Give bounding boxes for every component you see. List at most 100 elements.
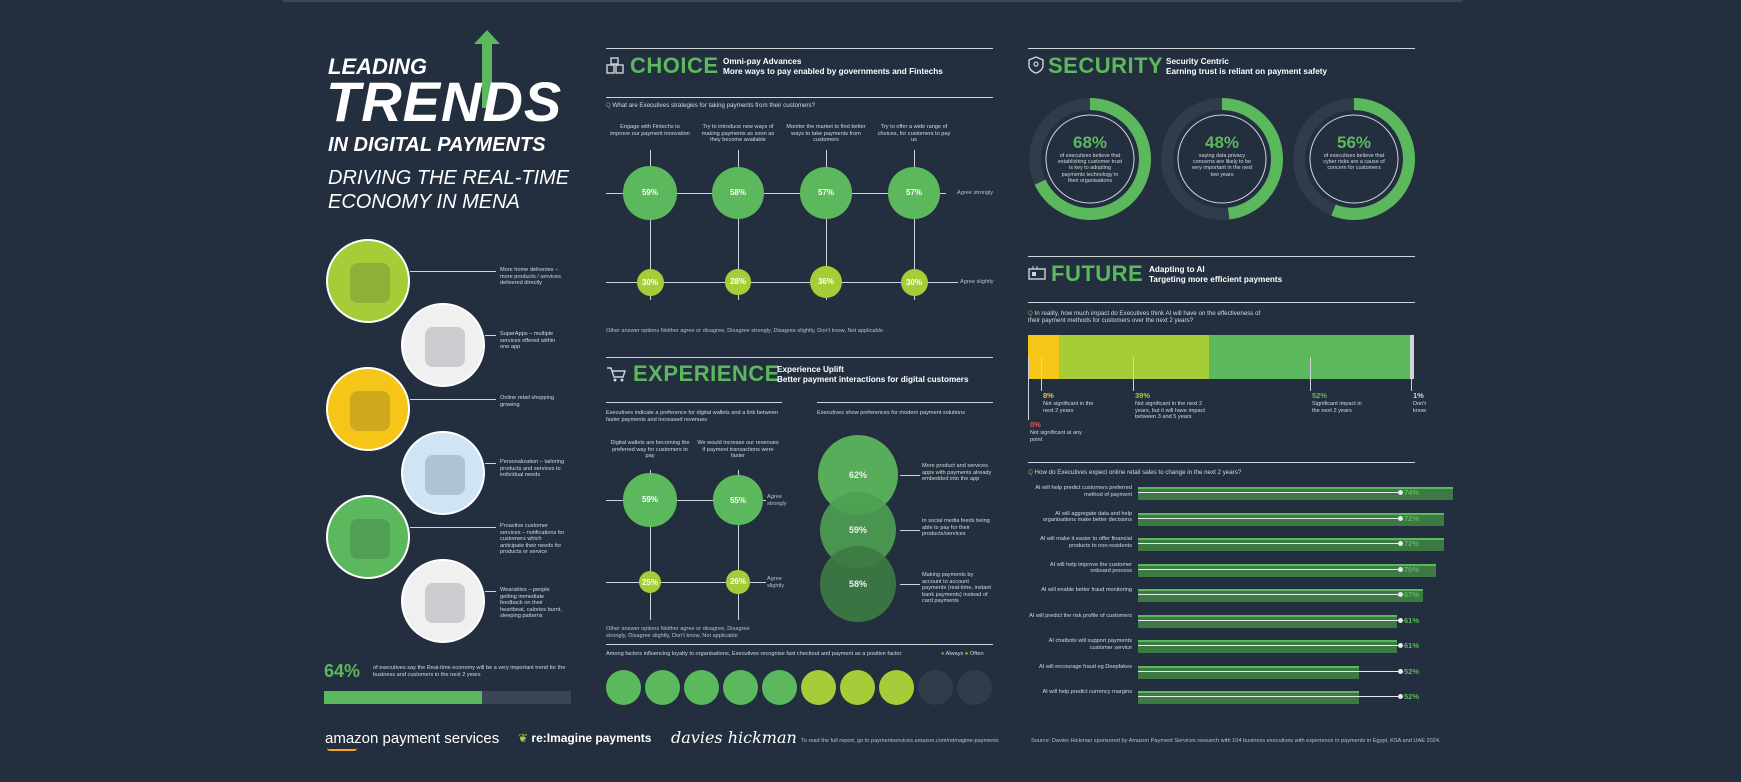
stacked-bar-value: 52% xyxy=(1312,391,1328,400)
stacked-bar-tick xyxy=(1041,357,1042,391)
stat-64-text: of executives say the Real-time economy … xyxy=(373,665,566,678)
hero-subtitle-line2: ECONOMY IN MENA xyxy=(328,191,520,213)
choice-mid-rule xyxy=(606,97,993,98)
choice-row-slight-label: Agree slightly xyxy=(960,279,994,285)
security-ring-text: of executives believe that cyber risks a… xyxy=(1323,153,1385,172)
security-ring-value: 68% xyxy=(1072,133,1108,152)
ai-bar-dot xyxy=(1398,668,1403,674)
choice-top-rule xyxy=(606,48,993,49)
ai-bar-category: AI will encourage fraud eg Deepfakes xyxy=(1039,663,1132,670)
choice-subtitle: Omni-pay Advances More ways to pay enabl… xyxy=(723,57,943,77)
ai-bar xyxy=(1138,614,1398,628)
experience-bubble-strong: 55% xyxy=(713,475,763,525)
hero-title-line1: LEADING xyxy=(328,54,427,79)
stacked-bar-tick xyxy=(1310,357,1311,391)
choice-bubble-slight: 28% xyxy=(725,269,751,295)
experience-venn-connector xyxy=(900,530,920,531)
choice-blocks-icon xyxy=(606,57,624,74)
loyalty-legend: ● Always ● Often xyxy=(941,651,984,658)
loyalty-dot xyxy=(723,670,758,705)
stacked-bar-tick xyxy=(1133,357,1134,391)
trend-illustration xyxy=(326,239,410,323)
trend-illustration xyxy=(326,495,410,579)
choice-column-header: Try to introduce new ways of making paym… xyxy=(701,124,775,144)
trend-connector-line xyxy=(485,591,496,592)
experience-right-rule xyxy=(817,402,993,403)
ai-bar-category: AI will make it easier to offer financia… xyxy=(1040,536,1132,549)
experience-column-header: We would increase our revenues if paymen… xyxy=(697,440,779,460)
future-subtitle-1: Adapting to AI xyxy=(1149,265,1205,274)
retail-growth-bars-icon xyxy=(350,391,390,431)
ai-bar-dot xyxy=(1398,694,1403,699)
experience-venn-text: In social media feeds being able to pay … xyxy=(922,518,990,538)
choice-note: Other answer options Neither agree or di… xyxy=(606,328,883,334)
security-ring xyxy=(1293,98,1415,220)
ai-bar-dot xyxy=(1398,592,1403,597)
experience-row-slight-line xyxy=(606,582,766,583)
trend-illustration xyxy=(401,559,485,643)
ai-bar xyxy=(1138,538,1444,551)
ai-bar-value: 70% xyxy=(1404,564,1420,574)
stacked-bar-segment xyxy=(1028,335,1059,379)
ai-bar-value: 72% xyxy=(1404,513,1420,523)
experience-bubble-strong: 59% xyxy=(623,473,677,527)
ai-bar xyxy=(1138,640,1398,653)
experience-subtitle: Experience Uplift Better payment interac… xyxy=(777,365,969,385)
security-ring xyxy=(1029,98,1151,220)
ai-bar xyxy=(1138,512,1444,526)
choice-bubble-strong: 57% xyxy=(888,167,940,219)
experience-row-slight-label: Agree slightly xyxy=(767,576,785,589)
security-title: SECURITY xyxy=(1048,53,1164,78)
hero-subtitle-line1: DRIVING THE REAL-TIME xyxy=(328,167,570,189)
stacked-bar-value: 0% xyxy=(1030,420,1041,429)
ai-bar xyxy=(1138,563,1436,577)
reimagine-logo-text: re:Imagine payments xyxy=(531,731,652,745)
q-icon: Q xyxy=(606,102,613,109)
stacked-bar-segment xyxy=(1410,335,1414,379)
ai-bar-category: AI will help predict currency margins xyxy=(1042,689,1132,695)
hero-title-line2: TRENDS xyxy=(326,70,563,133)
choice-subtitle-1: Omni-pay Advances xyxy=(723,57,802,66)
choice-column-header: Try to offer a wide range of choices, fo… xyxy=(877,124,951,144)
trend-illustration xyxy=(401,303,485,387)
stacked-bar-category: Not significant in the next 2 years, but… xyxy=(1135,401,1205,421)
ai-bar-guide xyxy=(1138,619,1398,621)
ai-bar-guide xyxy=(1138,492,1398,493)
footer-report-link[interactable]: To read the full report, go to paymentse… xyxy=(801,738,999,744)
choice-column-line xyxy=(650,150,651,300)
reimagine-logo: ❦ re:Imagine payments xyxy=(518,731,651,745)
ai-bar-value: 61% xyxy=(1404,615,1420,625)
choice-column-header: Engage with Fintechs to improve our paym… xyxy=(610,124,690,137)
ai-bar-value: 72% xyxy=(1404,539,1420,548)
experience-column-header: Digital wallets are becoming the preferr… xyxy=(610,440,690,460)
ai-bar xyxy=(1138,487,1453,500)
leaf-icon: ❦ xyxy=(518,731,529,745)
experience-left-rule xyxy=(606,402,782,403)
trend-connector-line xyxy=(410,399,496,400)
choice-row-strong-label: Agree strongly xyxy=(957,190,994,196)
loyalty-dot xyxy=(918,670,953,705)
experience-bubble-slight: 26% xyxy=(726,570,750,594)
hero-subtitle: DRIVING THE REAL-TIME ECONOMY IN MENA xyxy=(328,166,569,214)
ai-bar xyxy=(1138,665,1359,679)
ai-bar-guide xyxy=(1138,543,1398,544)
ai-bar-guide xyxy=(1138,645,1398,646)
q-icon-3: Q xyxy=(1028,469,1035,476)
choice-bubble-strong: 59% xyxy=(623,166,677,220)
footer-source: Source: Davies Hickman sponsored by Amaz… xyxy=(1031,738,1441,744)
stacked-bar-value: 39% xyxy=(1135,391,1151,400)
choice-subtitle-2: More ways to pay enabled by governments … xyxy=(723,67,943,76)
trend-connector-line xyxy=(410,527,496,528)
ai-bar-value: 74% xyxy=(1404,488,1420,497)
experience-venn-text: More product and services apps with paym… xyxy=(922,463,992,483)
future-question1: Q In reality, how much impact do Executi… xyxy=(1028,310,1268,324)
experience-row-strong-label: Agree strongly xyxy=(767,494,787,507)
experience-left-intro: Executives indicate a preference for dig… xyxy=(606,410,778,423)
security-ring-text: of executives believe that establishing … xyxy=(1057,153,1123,184)
choice-bubble-slight: 30% xyxy=(636,268,664,296)
ai-bar-dot xyxy=(1398,617,1403,623)
stat-64-track xyxy=(324,691,571,704)
stacked-bar-category: Significant impact in the next 2 years xyxy=(1312,401,1362,414)
future-question1-text: In reality, how much impact do Executive… xyxy=(1028,310,1261,325)
future-question2: Q How do Executives expect online retail… xyxy=(1028,469,1241,476)
